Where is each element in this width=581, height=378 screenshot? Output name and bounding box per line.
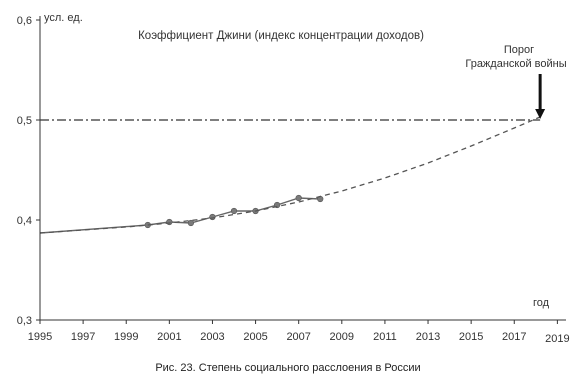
ticks-layer: 0,3 0,4 0,5 0,6 1995 1997 1999 2001 2003 2005 2007… <box>17 15 570 345</box>
x-tick-label-6: 2007 <box>286 331 310 343</box>
data-point-2004 <box>230 207 238 215</box>
annotation-layer <box>535 74 546 119</box>
axes-layer <box>39 16 566 321</box>
data-point-2002 <box>187 219 195 227</box>
figure-caption: Рис. 23. Степень социального расслоения … <box>155 362 420 374</box>
x-axis-label: год <box>533 297 550 309</box>
x-tick-label-9: 2013 <box>416 331 440 343</box>
text-layer: усл. ед. год Коэффициент Джини (индекс к… <box>44 12 567 374</box>
x-tick-label-8: 2011 <box>373 331 397 343</box>
y-axis-label: усл. ед. <box>44 12 83 24</box>
y-tick-label-1: 0,4 <box>17 215 32 227</box>
x-tick-label-2: 1999 <box>114 331 138 343</box>
y-tick-label-2: 0,5 <box>17 115 32 127</box>
annotation-threshold-line-1: Порог <box>504 44 534 56</box>
data-point-2003 <box>209 213 216 221</box>
x-tick-label-4: 2003 <box>200 331 224 343</box>
x-tick-label-7: 2009 <box>330 331 354 343</box>
x-tick-label-3: 2001 <box>157 331 181 343</box>
data-point-2001 <box>166 218 173 226</box>
x-tick-label-10: 2015 <box>459 331 483 343</box>
x-tick-label-12: 2019 <box>545 333 569 345</box>
annotation-threshold-line-2: Гражданской войны <box>465 58 566 70</box>
y-tick-label-3: 0,6 <box>17 15 32 27</box>
chart-title: Коэффициент Джини (индекс концентрации д… <box>138 30 424 42</box>
data-point-2007 <box>295 194 302 202</box>
x-tick-label-5: 2005 <box>243 331 267 343</box>
series-layer <box>39 116 541 234</box>
trend-line <box>39 116 541 234</box>
x-tick-label-11: 2017 <box>502 331 526 343</box>
annotation-arrow-head <box>535 109 546 119</box>
y-tick-label-0: 0,3 <box>17 315 32 327</box>
x-tick-label-0: 1995 <box>28 331 52 343</box>
x-tick-label-1: 1997 <box>71 331 95 343</box>
